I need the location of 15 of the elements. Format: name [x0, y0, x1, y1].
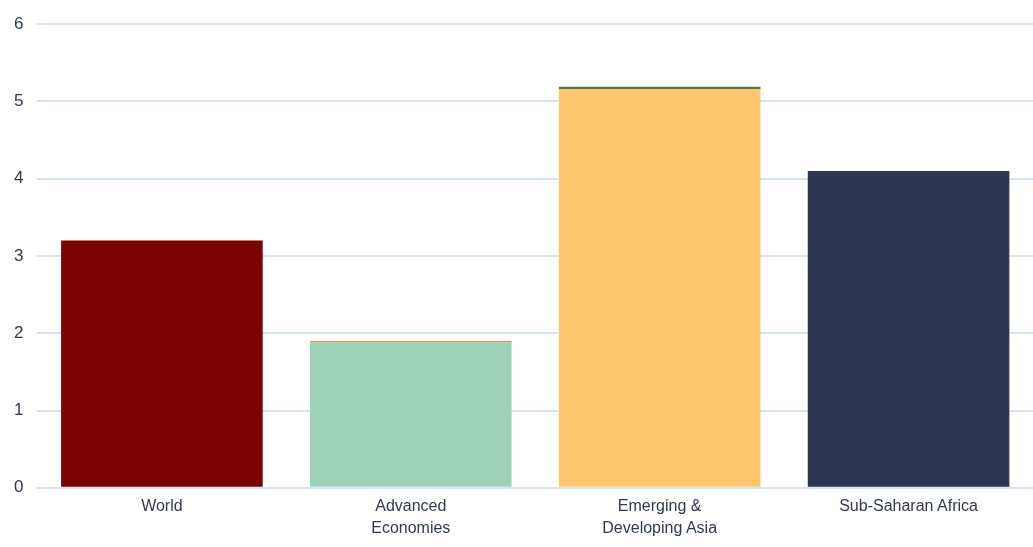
x-tick-label: Advanced Economies — [371, 497, 451, 536]
bar — [807, 171, 1010, 487]
y-tick-label: 5 — [13, 91, 24, 111]
y-tick-label: 1 — [13, 400, 24, 420]
y-tick-label: 0 — [13, 477, 24, 497]
y-tick-label: 2 — [13, 322, 24, 342]
x-tick-label: Sub-Saharan Africa — [839, 497, 979, 515]
x-tick-label: Emerging & Developing Asia — [602, 497, 718, 536]
y-tick-label: 6 — [13, 13, 24, 33]
y-tick-label: 3 — [13, 245, 24, 265]
x-tick-label: World — [141, 497, 183, 515]
bar — [61, 240, 263, 487]
y-tick-label: 4 — [13, 168, 24, 188]
bar — [309, 342, 512, 487]
bar — [558, 89, 761, 487]
